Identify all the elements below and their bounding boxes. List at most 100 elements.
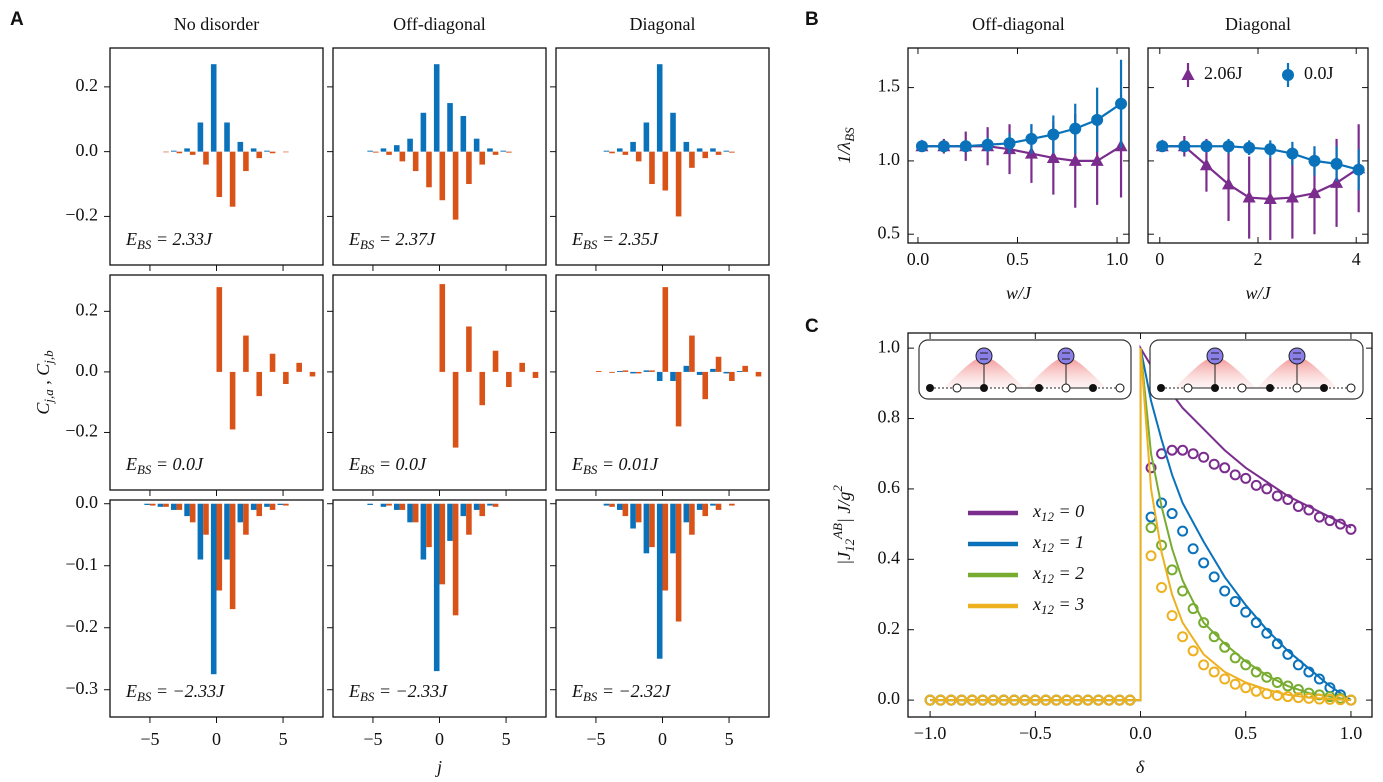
- x-tick-label: −0.5: [1019, 723, 1052, 743]
- bar: [723, 150, 730, 152]
- annotation: EBS = −2.33J: [125, 681, 225, 704]
- bar: [487, 503, 493, 506]
- bar: [630, 371, 636, 374]
- text-part: 1/λ: [834, 142, 854, 164]
- text-part: = 3: [1054, 594, 1084, 614]
- bar: [176, 503, 183, 510]
- bar: [224, 503, 230, 560]
- bar: [163, 151, 169, 153]
- marker: [1271, 677, 1283, 689]
- bar: [216, 287, 223, 372]
- marker: [1046, 150, 1060, 163]
- text-part: = 0.01J: [597, 454, 659, 474]
- bar: [696, 371, 703, 375]
- panel-label: C: [805, 316, 819, 337]
- legend-marker: [1282, 69, 1294, 81]
- x-tick-label: 1.0: [1106, 249, 1129, 269]
- bar: [506, 371, 512, 388]
- x-tick-label: −1.0: [914, 723, 947, 743]
- series-line: [921, 102, 1122, 148]
- x-tick-label: −5: [363, 729, 382, 749]
- bar: [460, 116, 467, 152]
- subscript: j,b: [41, 350, 56, 366]
- bar: [630, 503, 636, 529]
- marker: [1177, 585, 1189, 597]
- marker: [1029, 694, 1041, 706]
- marker: [1313, 673, 1325, 685]
- y-tick-label: 0.0: [76, 140, 99, 160]
- marker: [1145, 462, 1157, 474]
- x-tick-label: 2: [1254, 249, 1263, 269]
- marker: [1307, 186, 1321, 199]
- bar: [420, 112, 427, 152]
- marker: [966, 694, 978, 706]
- marker: [1208, 571, 1220, 583]
- marker: [1166, 610, 1178, 622]
- legend-label: 2.06J: [1204, 63, 1243, 83]
- marker: [998, 694, 1010, 706]
- y-tick-label: 0.2: [76, 75, 99, 95]
- marker: [1303, 666, 1315, 678]
- x-tick-label: 4: [1352, 249, 1361, 269]
- marker: [1208, 631, 1220, 643]
- bar: [277, 503, 284, 505]
- subscript: BS: [137, 689, 152, 704]
- bar: [283, 503, 289, 506]
- bar: [616, 370, 623, 372]
- bar: [243, 151, 249, 172]
- subscript: BS: [583, 462, 598, 477]
- text-part: E: [125, 454, 137, 474]
- y-tick-label: 0.6: [878, 477, 901, 497]
- y-tick-label: 1.0: [878, 336, 901, 356]
- bar: [283, 151, 289, 153]
- bar: [696, 503, 703, 510]
- y-tick-label: −0.2: [65, 616, 98, 636]
- subscript: BS: [137, 237, 152, 252]
- bar: [216, 503, 223, 591]
- marker: [1261, 688, 1273, 700]
- y-tick-label: 0.0: [878, 688, 901, 708]
- y-tick-label: 0.4: [878, 547, 901, 567]
- marker: [937, 140, 950, 153]
- marker: [1303, 504, 1315, 516]
- bar: [229, 503, 236, 610]
- bar: [715, 356, 722, 372]
- bar: [643, 503, 650, 554]
- marker: [1250, 479, 1262, 491]
- bar: [729, 503, 735, 506]
- bar: [420, 503, 427, 560]
- marker: [1219, 462, 1231, 474]
- marker: [1240, 659, 1252, 671]
- bar: [729, 151, 735, 153]
- x-axis-label: w/J: [1006, 283, 1032, 303]
- bar: [630, 141, 636, 152]
- marker: [1003, 137, 1016, 150]
- marker: [1263, 192, 1277, 205]
- marker: [1334, 694, 1346, 706]
- bar: [616, 148, 623, 152]
- bar: [216, 151, 223, 197]
- y-tick-label: 1.5: [878, 76, 901, 96]
- bar: [189, 503, 196, 523]
- bar: [433, 503, 440, 672]
- y-tick-label: 0.8: [878, 407, 901, 427]
- bar: [399, 503, 406, 510]
- bar: [426, 503, 432, 548]
- bar: [256, 151, 263, 159]
- x-tick-label: 5: [279, 729, 288, 749]
- marker: [1208, 458, 1220, 470]
- bar: [452, 151, 459, 220]
- bar: [622, 370, 629, 372]
- subscript: BS: [583, 689, 598, 704]
- marker: [1229, 469, 1241, 481]
- marker: [1261, 627, 1273, 639]
- bar: [386, 503, 392, 506]
- marker: [1187, 645, 1199, 657]
- axes-frame: [907, 332, 1373, 718]
- marker: [1092, 694, 1104, 706]
- subscript: BS: [842, 127, 857, 142]
- bar: [755, 371, 762, 377]
- text-part: x: [1032, 594, 1041, 614]
- series-line: [1162, 145, 1360, 201]
- bar: [170, 503, 177, 510]
